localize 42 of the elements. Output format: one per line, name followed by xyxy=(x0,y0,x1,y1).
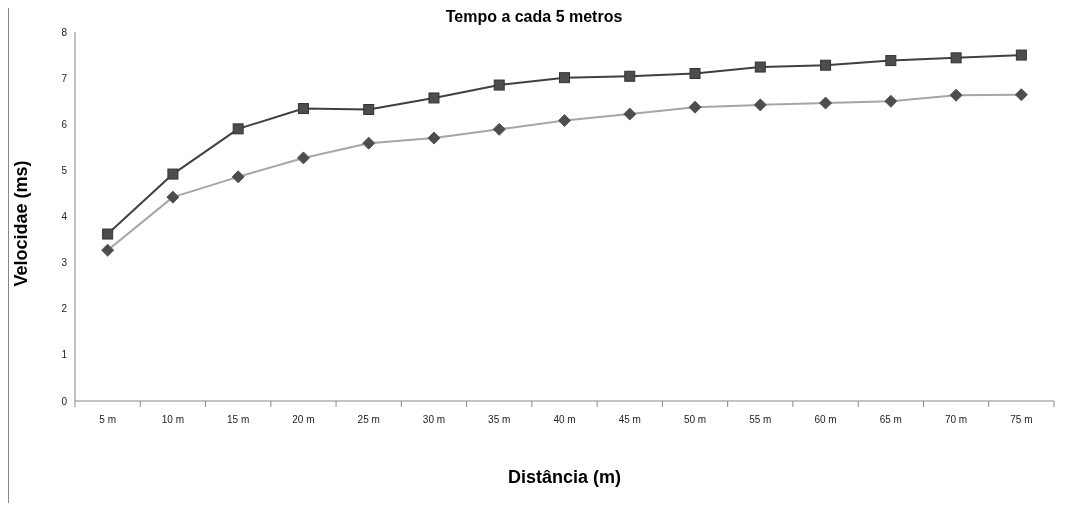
point xyxy=(297,103,309,115)
y-tick-label: 4 xyxy=(61,211,68,223)
point xyxy=(559,72,570,84)
y-tick-label: 6 xyxy=(61,118,68,130)
point xyxy=(428,92,440,104)
x-tick-label: 5 m xyxy=(99,414,116,425)
y-tick-label: 0 xyxy=(61,395,68,407)
point xyxy=(624,70,636,82)
chart-title: Tempo a cada 5 metros xyxy=(444,8,624,26)
y-tick-label: 3 xyxy=(61,257,68,269)
x-tick-label: 30 m xyxy=(422,414,446,425)
point xyxy=(885,55,897,67)
y-axis-title: Velocidae (ms) xyxy=(11,160,32,287)
point xyxy=(820,59,832,71)
x-tick-label: 25 m xyxy=(357,414,380,425)
x-tick-label: 60 m xyxy=(814,414,837,425)
x-tick-label: 50 m xyxy=(683,414,707,425)
y-tick-label: 2 xyxy=(61,303,68,315)
y-tick-label: 7 xyxy=(61,72,68,84)
x-tick-label: 70 m xyxy=(944,414,968,425)
x-tick-label: 75 m xyxy=(1010,414,1033,425)
x-axis-title: Distância (m) xyxy=(507,467,622,487)
point xyxy=(1015,49,1027,61)
x-tick-label: 15 m xyxy=(227,414,250,425)
x-tick-label: 45 m xyxy=(618,414,641,425)
x-tick-label: 65 m xyxy=(879,414,902,425)
point xyxy=(363,103,375,115)
point xyxy=(232,123,244,135)
y-tick-label: 8 xyxy=(61,26,68,38)
y-tick-label: 1 xyxy=(61,349,68,361)
point xyxy=(102,228,114,240)
y-tick-label: 5 xyxy=(61,164,68,176)
point xyxy=(689,68,701,80)
x-tick-label: 40 m xyxy=(553,414,576,425)
x-tick-label: 20 m xyxy=(292,414,315,425)
x-tick-label: 35 m xyxy=(488,414,511,425)
point xyxy=(754,61,766,73)
point xyxy=(167,168,179,180)
x-tick-label: 10 m xyxy=(161,414,185,425)
x-tick-label: 55 m xyxy=(749,414,772,425)
point xyxy=(493,79,505,91)
point xyxy=(950,52,962,64)
